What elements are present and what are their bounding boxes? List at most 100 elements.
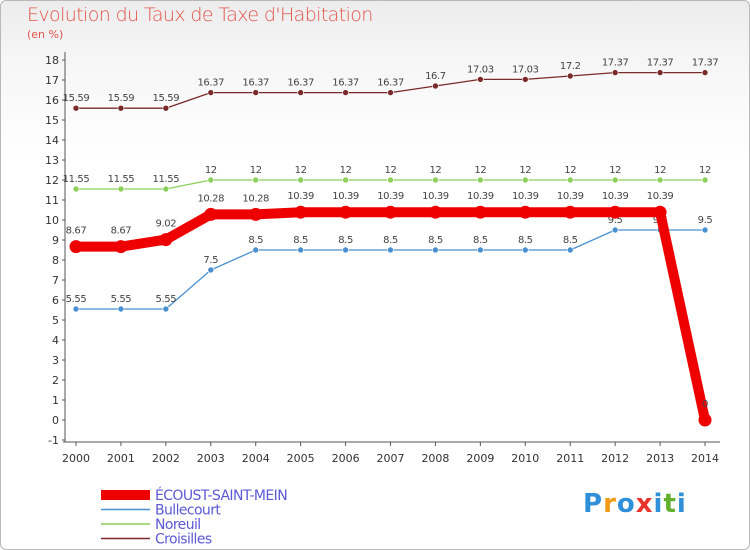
data-point xyxy=(656,69,664,76)
data-label: 10.39 xyxy=(377,191,404,202)
y-tick-label: 16 xyxy=(45,94,59,107)
data-point xyxy=(252,246,260,254)
data-label: 15.59 xyxy=(153,93,180,104)
x-tick-label: 2000 xyxy=(62,452,90,465)
data-point xyxy=(72,185,80,193)
y-tick-label: 1 xyxy=(52,394,59,407)
data-label: 10.28 xyxy=(242,193,269,204)
data-point xyxy=(159,233,173,247)
data-label: 10.39 xyxy=(647,191,674,202)
y-tick-label: 18 xyxy=(45,54,59,67)
legend-label: Bullecourt xyxy=(155,503,221,519)
data-label: 8.5 xyxy=(473,235,488,246)
data-point xyxy=(656,176,664,184)
data-label: 8.67 xyxy=(66,226,87,237)
x-tick-label: 2006 xyxy=(332,452,360,465)
logo-letter: o xyxy=(616,489,636,519)
logo-letter: t xyxy=(663,489,677,519)
data-point xyxy=(339,205,353,219)
data-label: 17.37 xyxy=(692,58,719,69)
data-label: 11.55 xyxy=(153,174,180,185)
data-point xyxy=(432,246,439,254)
data-point xyxy=(521,76,529,83)
y-tick-label: 3 xyxy=(52,354,59,367)
data-label: 12 xyxy=(295,165,307,176)
data-label: 8.5 xyxy=(428,235,443,246)
data-label: 12 xyxy=(699,165,711,176)
data-label: 12 xyxy=(385,165,397,176)
data-point xyxy=(162,104,170,112)
x-tick-label: 2002 xyxy=(152,452,180,465)
data-point xyxy=(521,176,529,184)
data-label: 15.59 xyxy=(63,93,90,104)
data-label: 8.5 xyxy=(518,235,533,246)
data-label: 8.5 xyxy=(293,235,308,246)
data-label: 10.39 xyxy=(512,191,539,202)
data-point xyxy=(297,89,304,96)
data-point xyxy=(297,246,304,254)
y-tick-label: -1 xyxy=(48,434,59,447)
data-point xyxy=(432,176,439,184)
data-point xyxy=(521,246,529,254)
y-tick-label: 17 xyxy=(45,74,59,87)
data-point xyxy=(207,266,215,274)
data-point xyxy=(117,305,125,313)
data-point xyxy=(252,89,260,96)
data-point xyxy=(653,205,667,219)
data-label: 5.55 xyxy=(111,294,132,305)
y-tick-label: 11 xyxy=(45,194,59,207)
data-point xyxy=(249,207,263,221)
data-point xyxy=(204,207,218,221)
y-tick-label: 10 xyxy=(45,214,59,227)
y-tick-label: 12 xyxy=(45,174,59,187)
logo-letter: i xyxy=(653,489,664,519)
proxiti-logo: Proxiti xyxy=(583,489,687,519)
data-point xyxy=(342,246,349,254)
data-point xyxy=(297,176,304,184)
data-point xyxy=(72,104,80,112)
data-point xyxy=(207,176,215,184)
chart-title: Evolution du Taux de Taxe d'Habitation xyxy=(27,4,373,26)
data-point xyxy=(387,176,394,184)
data-point xyxy=(608,205,622,219)
data-label: 10.39 xyxy=(467,191,494,202)
data-point xyxy=(477,76,484,83)
data-label: 17.37 xyxy=(647,58,674,69)
data-point xyxy=(611,69,619,76)
x-tick-label: 2012 xyxy=(601,452,629,465)
data-point xyxy=(294,205,308,219)
x-tick-label: 2014 xyxy=(691,452,719,465)
data-label: 7.5 xyxy=(203,255,218,266)
y-tick-label: 7 xyxy=(52,274,59,287)
x-tick-label: 2007 xyxy=(377,452,405,465)
data-label: 10.39 xyxy=(557,191,584,202)
data-label: 17.03 xyxy=(467,64,494,75)
x-tick-label: 2013 xyxy=(646,452,674,465)
y-tick-label: 6 xyxy=(52,294,59,307)
data-label: 12 xyxy=(250,165,262,176)
data-point xyxy=(518,205,532,219)
logo-letter: r xyxy=(603,489,617,519)
data-label: 16.37 xyxy=(287,78,314,89)
y-tick-label: 2 xyxy=(52,374,59,387)
x-tick-label: 2004 xyxy=(242,452,270,465)
data-label: 10.39 xyxy=(287,191,314,202)
data-label: 16.37 xyxy=(242,78,269,89)
data-point xyxy=(428,205,442,219)
logo-letter: i xyxy=(676,489,687,519)
data-point xyxy=(114,240,128,254)
logo-letter: P xyxy=(583,489,604,519)
data-label: 16.7 xyxy=(425,71,446,82)
x-tick-label: 2011 xyxy=(556,452,584,465)
y-tick-label: 8 xyxy=(52,254,59,267)
data-point xyxy=(342,89,349,96)
y-tick-label: 5 xyxy=(52,314,59,327)
data-label: 8.5 xyxy=(338,235,353,246)
data-label: 12 xyxy=(429,165,441,176)
y-tick-label: 9 xyxy=(52,234,59,247)
data-label: 12 xyxy=(205,165,217,176)
data-point xyxy=(432,82,439,90)
data-label: 8.67 xyxy=(111,226,132,237)
data-label: 10.28 xyxy=(197,193,224,204)
data-label: 9.02 xyxy=(156,219,177,230)
